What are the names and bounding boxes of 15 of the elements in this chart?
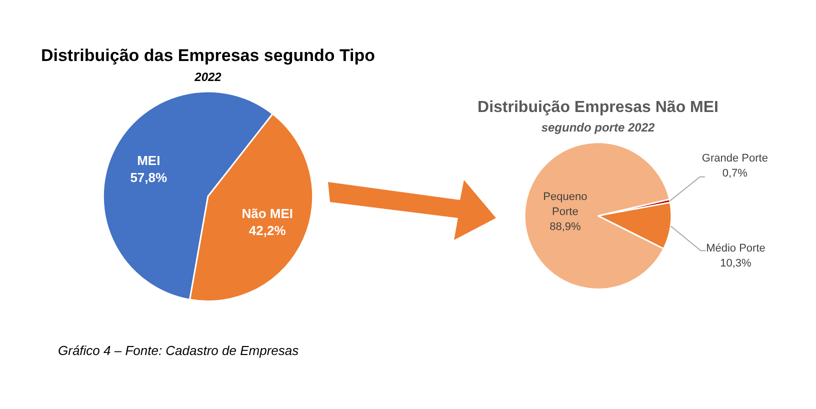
data-label: 57,8% bbox=[130, 170, 168, 185]
slice-label: MEI bbox=[137, 152, 160, 168]
slice-label: Pequeno Porte bbox=[543, 190, 588, 218]
slice-label: Não MEI bbox=[242, 206, 294, 221]
text: Gráfico 4 – Fonte: Cadastro de Empresas bbox=[58, 343, 299, 358]
chart-subtitle: segundo porte 2022 bbox=[541, 120, 655, 135]
slice-label: Médio Porte bbox=[706, 242, 766, 255]
chart-subtitle: 2022 bbox=[194, 70, 222, 84]
slice-label: Grande Porte bbox=[702, 152, 768, 164]
data-label: 88,9% bbox=[550, 220, 581, 233]
data-label: 42,2% bbox=[248, 222, 286, 238]
chart-title: Distribuição das Empresas segundo Tipo bbox=[40, 46, 376, 65]
data-label: 10,3% bbox=[720, 258, 752, 270]
chart-title: Distribuição Empresas Não MEI bbox=[478, 99, 718, 116]
data-label: 0,7% bbox=[722, 167, 748, 180]
